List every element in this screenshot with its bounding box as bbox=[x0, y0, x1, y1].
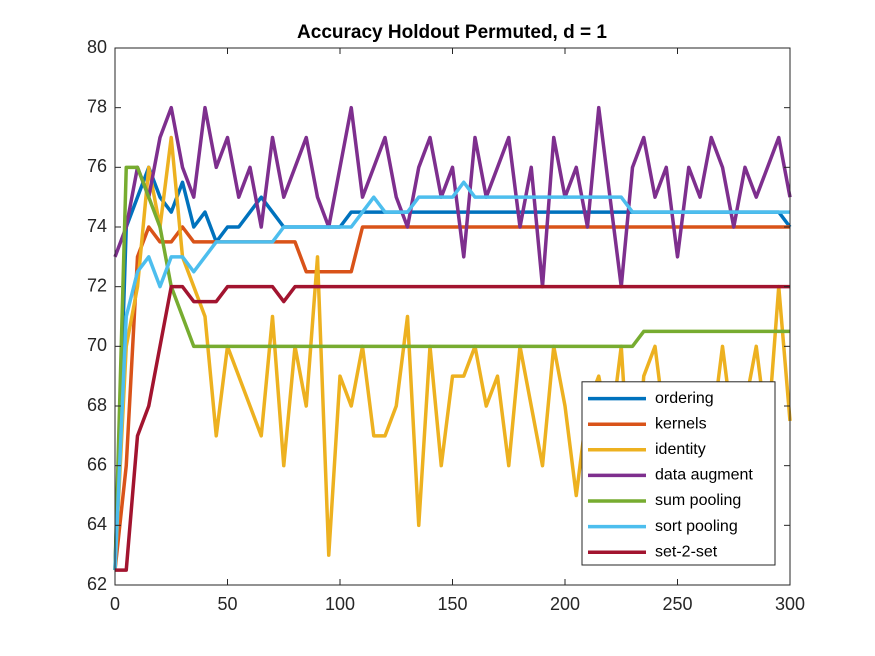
legend-label: data augment bbox=[655, 467, 753, 484]
legend-label: sum pooling bbox=[655, 492, 741, 509]
x-tick-label: 50 bbox=[217, 594, 237, 614]
y-tick-label: 72 bbox=[87, 275, 107, 295]
y-tick-label: 66 bbox=[87, 454, 107, 474]
y-tick-label: 74 bbox=[87, 216, 107, 236]
y-tick-label: 68 bbox=[87, 395, 107, 415]
legend-label: sort pooling bbox=[655, 518, 738, 535]
y-tick-label: 70 bbox=[87, 335, 107, 355]
x-tick-label: 150 bbox=[437, 594, 467, 614]
chart-title: Accuracy Holdout Permuted, d = 1 bbox=[297, 22, 607, 43]
y-tick-label: 76 bbox=[87, 156, 107, 176]
series-line bbox=[115, 284, 790, 572]
series-line bbox=[113, 180, 790, 571]
legend-label: ordering bbox=[655, 390, 714, 407]
series-line bbox=[113, 105, 792, 289]
y-tick-label: 78 bbox=[87, 96, 107, 116]
legend-label: identity bbox=[655, 441, 706, 458]
x-tick-label: 200 bbox=[550, 594, 580, 614]
legend-box bbox=[581, 381, 776, 566]
x-tick-label: 250 bbox=[662, 594, 692, 614]
series-line bbox=[113, 165, 790, 571]
y-tick-label: 80 bbox=[87, 37, 107, 57]
legend-label: set-2-set bbox=[655, 543, 718, 560]
legend-label: kernels bbox=[655, 415, 707, 432]
x-tick-label: 0 bbox=[110, 594, 120, 614]
x-tick-label: 100 bbox=[325, 594, 355, 614]
y-tick-label: 62 bbox=[87, 574, 107, 594]
legend: ordering kernels identity data augment sum p… bbox=[581, 381, 776, 566]
y-tick-label: 64 bbox=[87, 514, 107, 534]
x-tick-label: 300 bbox=[775, 594, 805, 614]
